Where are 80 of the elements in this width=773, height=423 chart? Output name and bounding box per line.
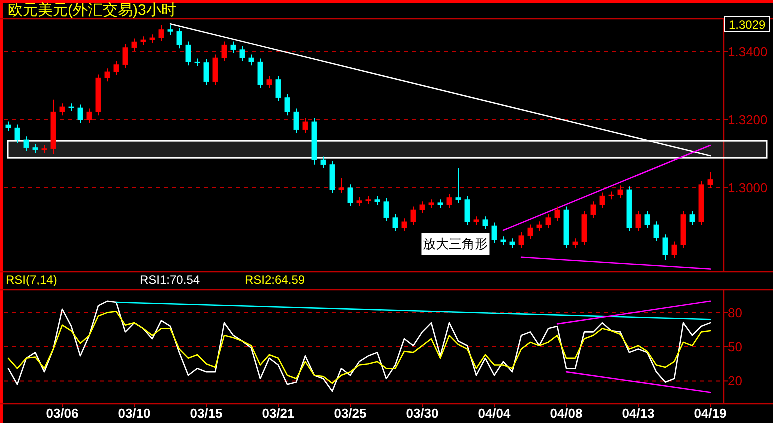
candlestick — [384, 198, 390, 222]
candlestick — [420, 201, 426, 214]
candlestick — [590, 201, 596, 219]
candlestick — [78, 104, 84, 124]
y-tick-label: 80 — [728, 305, 742, 320]
text: RSI2:64.59 — [245, 273, 306, 287]
line-series — [8, 311, 712, 384]
candlestick — [320, 156, 326, 169]
candlestick — [204, 58, 210, 86]
candlestick — [536, 221, 542, 232]
candlestick — [464, 196, 470, 226]
candlestick — [572, 238, 578, 250]
candlestick — [708, 172, 714, 189]
candlestick — [554, 206, 560, 222]
y-tick-label: 1.3000 — [728, 180, 768, 196]
y-tick-label: 50 — [728, 340, 742, 354]
x-tick-label: 03/15 — [190, 406, 223, 421]
candlestick — [546, 214, 552, 229]
y-tick-label: 1.3400 — [728, 44, 768, 60]
candlestick — [338, 178, 344, 194]
x-tick-label: 04/19 — [694, 406, 727, 421]
x-tick-label: 04/08 — [550, 406, 583, 421]
candlestick — [672, 241, 678, 259]
candlestick — [168, 24, 174, 36]
candlestick — [510, 238, 516, 250]
line-series — [8, 300, 712, 392]
x-tick-label: 03/21 — [262, 406, 295, 421]
candlestick — [402, 218, 408, 232]
candlestick — [618, 185, 624, 200]
candlestick — [636, 210, 642, 232]
candlestick — [654, 221, 660, 242]
candlestick — [230, 41, 236, 54]
x-tick-label: 04/13 — [622, 406, 655, 421]
candlestick — [348, 184, 354, 207]
candlestick — [410, 206, 416, 226]
x-tick-label: 04/04 — [478, 406, 512, 421]
candlestick — [294, 108, 300, 134]
x-tick-label: 03/10 — [118, 406, 151, 421]
candlestick — [446, 194, 452, 209]
candlestick — [392, 214, 398, 232]
candlestick — [302, 117, 308, 134]
text: RSI1:70.54 — [140, 273, 200, 287]
candlestick — [482, 216, 488, 230]
candlestick — [240, 46, 246, 62]
candlestick — [14, 124, 20, 144]
candlestick — [176, 28, 182, 50]
candlestick — [132, 38, 138, 52]
candlestick — [222, 41, 228, 62]
candlestick — [690, 210, 696, 226]
candlestick — [60, 103, 66, 116]
candlestick — [518, 232, 524, 250]
candlestick — [284, 94, 290, 116]
x-tick-label: 03/06 — [46, 406, 79, 421]
candlestick — [528, 224, 534, 240]
annotation: 放大三角形 — [423, 236, 488, 252]
text: 1.3029 — [729, 18, 766, 32]
chart-title: RSI(7,14) — [6, 273, 58, 287]
candlestick — [456, 167, 462, 204]
candlestick — [492, 222, 498, 244]
y-tick-label: 1.3200 — [728, 112, 768, 128]
candlestick — [104, 68, 110, 82]
x-tick-label: 03/30 — [406, 406, 439, 421]
candlestick — [276, 76, 282, 102]
candlestick — [186, 41, 192, 66]
candlestick — [258, 58, 264, 89]
x-tick-label: 03/25 — [334, 406, 367, 421]
candlestick — [266, 76, 272, 89]
candlestick — [86, 108, 92, 124]
candlestick — [114, 61, 120, 76]
candlestick — [24, 136, 30, 152]
candlestick — [662, 234, 668, 261]
chart-title: 欧元美元(外汇交易)3小时 — [8, 2, 176, 19]
candlestick — [248, 54, 254, 66]
candlestick — [122, 44, 128, 69]
y-tick-label: 20 — [728, 374, 742, 389]
candlestick — [158, 24, 164, 42]
candlestick — [600, 192, 606, 209]
candlestick — [644, 210, 650, 229]
candlestick — [6, 121, 12, 132]
candlestick — [212, 54, 218, 86]
